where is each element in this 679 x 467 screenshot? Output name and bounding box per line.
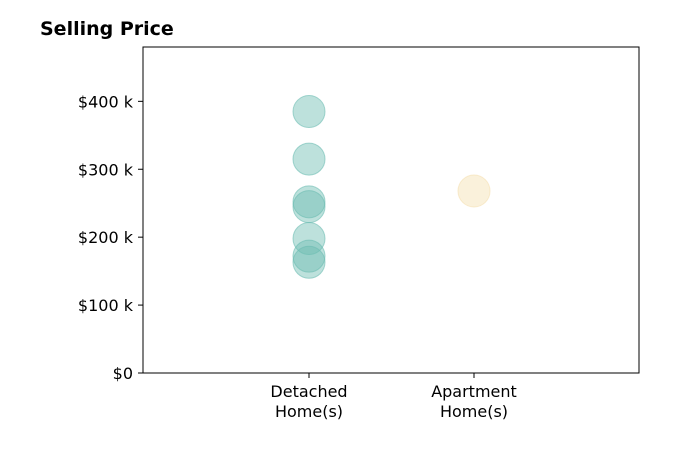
data-point bbox=[292, 185, 326, 219]
data-point bbox=[292, 222, 326, 256]
x-tick-label: Detached Home(s) bbox=[270, 382, 347, 421]
y-tick-label: $300 k bbox=[78, 160, 134, 179]
x-axis: Detached Home(s) Apartment Home(s) bbox=[270, 373, 517, 421]
chart-title: Selling Price bbox=[40, 18, 174, 40]
y-tick-label: $200 k bbox=[78, 228, 134, 247]
y-tick-label: $400 k bbox=[78, 92, 134, 111]
data-point bbox=[292, 190, 326, 224]
data-point bbox=[292, 245, 326, 279]
data-points bbox=[292, 95, 491, 279]
data-point bbox=[292, 95, 326, 129]
data-point bbox=[457, 174, 491, 208]
y-tick-label: $0 bbox=[113, 364, 133, 383]
plot-frame bbox=[142, 46, 640, 374]
y-axis: $0 $100 k $200 k $300 k $400 k bbox=[78, 92, 143, 383]
y-tick-label: $100 k bbox=[78, 296, 134, 315]
x-tick-label: Apartment Home(s) bbox=[431, 382, 517, 421]
data-point bbox=[292, 142, 326, 176]
